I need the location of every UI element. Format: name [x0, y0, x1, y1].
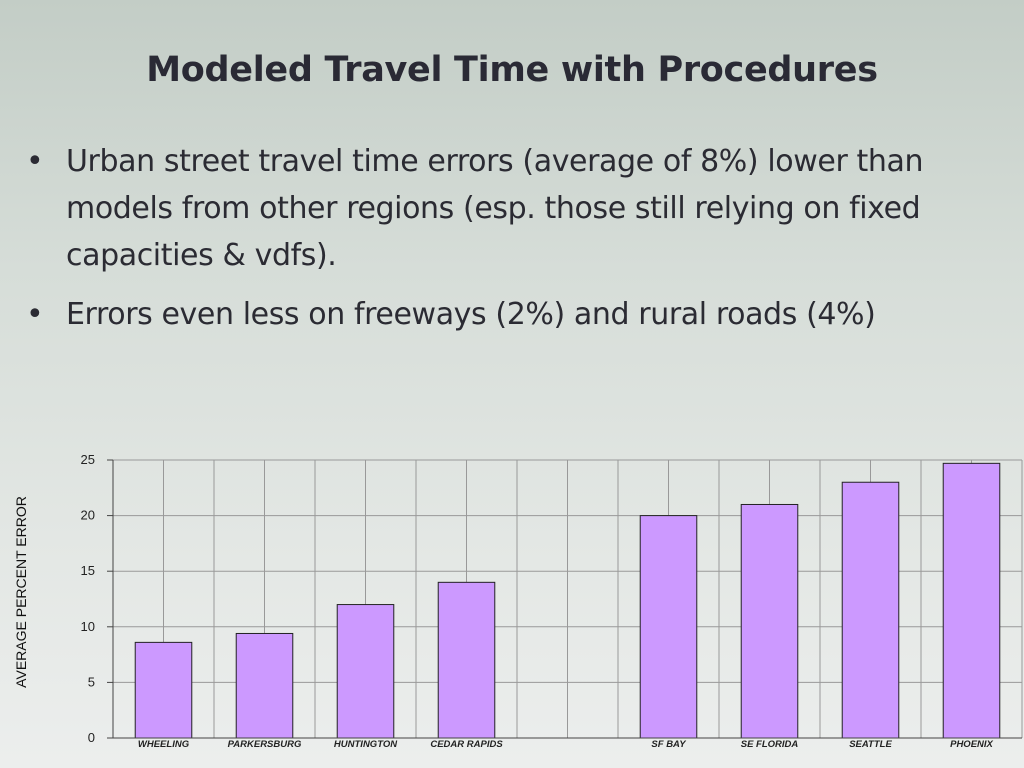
- y-tick-label: 15: [81, 563, 95, 578]
- bullet-marker: •: [26, 297, 44, 332]
- bullet-list: • Urban street travel time errors (avera…: [26, 138, 1016, 350]
- x-category-label: CEDAR RAPIDS: [430, 739, 503, 750]
- y-tick-label: 0: [88, 730, 95, 745]
- y-tick-label: 20: [81, 508, 95, 523]
- x-category-label: PARKERSBURG: [228, 739, 302, 750]
- y-axis-title: AVERAGE PERCENT ERROR: [13, 496, 29, 688]
- bar: [639, 515, 698, 739]
- x-category-label: SE FLORIDA: [741, 739, 799, 750]
- bullet-item: • Errors even less on freeways (2%) and …: [26, 291, 1016, 338]
- y-tick-label: 5: [88, 674, 95, 689]
- bar: [336, 604, 395, 739]
- bar: [740, 503, 799, 739]
- y-tick-label: 25: [81, 452, 95, 467]
- axis-labels: 0 5 10 15 20 25 WHEELING PARKERSBURG HUNTINGTON C…: [81, 452, 994, 750]
- x-category-label: WHEELING: [138, 739, 190, 750]
- bar-chart: AVERAGE PERCENT ERROR 0 5 10 15 20 25 WHEELING…: [13, 452, 1023, 750]
- bullet-item: • Urban street travel time errors (avera…: [26, 138, 1016, 279]
- bar: [841, 481, 900, 739]
- slide-title: Modeled Travel Time with Procedures: [146, 50, 878, 90]
- y-tick-label: 10: [81, 619, 95, 634]
- x-category-label: SF BAY: [651, 739, 687, 750]
- x-category-label: PHOENIX: [950, 739, 993, 750]
- bullet-text: Urban street travel time errors (average…: [66, 144, 924, 273]
- x-category-label: HUNTINGTON: [334, 739, 398, 750]
- bar: [235, 632, 294, 739]
- bullet-marker: •: [26, 144, 44, 179]
- axes: [107, 459, 1022, 739]
- bar: [134, 641, 193, 739]
- bar: [942, 462, 1001, 739]
- x-category-label: SEATTLE: [849, 739, 892, 750]
- bars: [134, 462, 1001, 739]
- bullet-text: Errors even less on freeways (2%) and ru…: [66, 297, 876, 332]
- bar: [437, 581, 496, 739]
